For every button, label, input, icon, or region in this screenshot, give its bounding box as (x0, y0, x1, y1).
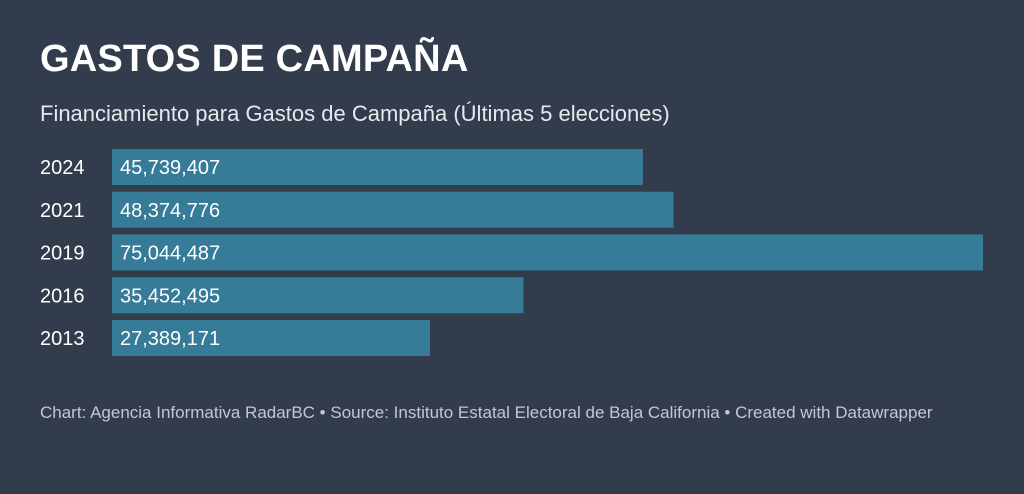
bars-layer: 2024 45,739,407 2021 48,374,776 2019 75,044,4… (40, 149, 983, 356)
chart-notes: Chart: Agencia Informativa RadarBC • Sou… (40, 401, 970, 424)
value-label-2024: 45,739,407 (120, 157, 220, 179)
category-label-2019: 2019 (40, 243, 85, 265)
chart-title: GASTOS DE CAMPAÑA (40, 38, 469, 80)
category-label-2016: 2016 (40, 285, 85, 307)
category-label-2013: 2013 (40, 328, 85, 350)
value-label-2016: 35,452,495 (120, 285, 220, 307)
chart-subtitle: Financiamiento para Gastos de Campaña (Ú… (40, 101, 670, 126)
bar-2024 (112, 149, 643, 185)
value-label-2019: 75,044,487 (120, 243, 220, 265)
bar-2013 (112, 320, 430, 356)
value-label-2013: 27,389,171 (120, 328, 220, 350)
bar-2021 (112, 191, 674, 228)
bar-2019 (112, 234, 983, 271)
source-note: Chart: Agencia Informativa RadarBC • Sou… (40, 403, 933, 422)
category-label-2024: 2024 (40, 157, 85, 179)
value-label-2021: 48,374,776 (120, 200, 220, 222)
category-label-2021: 2021 (40, 200, 85, 222)
bar-2016 (112, 277, 524, 314)
